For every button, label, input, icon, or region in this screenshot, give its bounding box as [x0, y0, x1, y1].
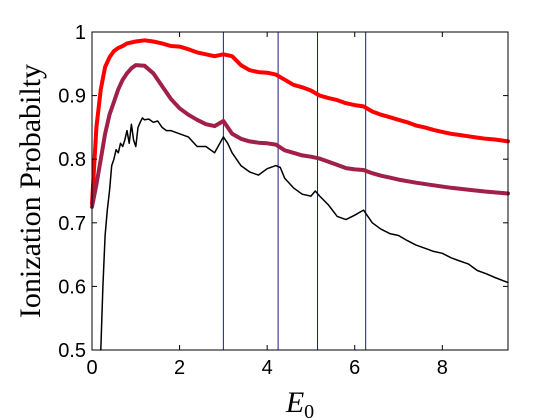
y-tick-label-2: 0.7 [58, 213, 86, 235]
x-axis-label: E [285, 386, 304, 419]
x-ticks: 0 2 4 6 8 [86, 32, 448, 379]
series-group [90, 38, 510, 351]
x-tick-label-1: 2 [174, 357, 185, 379]
series-line-0 [90, 38, 510, 206]
y-tick-label-3: 0.8 [58, 149, 86, 171]
x-tick-label-4: 8 [437, 357, 448, 379]
y-tick-label-0: 0.5 [58, 340, 86, 362]
y-tick-label-1: 0.6 [58, 276, 86, 298]
y-tick-label-4: 0.9 [58, 86, 86, 108]
series-line-2 [100, 117, 509, 351]
plot-area [92, 32, 508, 350]
series-line-1 [90, 63, 510, 209]
vertical-lines [222, 32, 367, 350]
x-tick-label-0: 0 [86, 357, 97, 379]
y-tick-label-5: 1 [75, 22, 86, 44]
y-ticks: 0.5 0.6 0.7 0.8 0.9 1 [58, 22, 508, 362]
x-tick-label-2: 4 [262, 357, 273, 379]
x-axis-subscript: 0 [304, 401, 314, 420]
plot-frame [91, 31, 509, 351]
y-axis-title: Ionization Probabilty [14, 64, 47, 318]
x-axis-title: E0 [285, 386, 314, 420]
x-tick-label-3: 6 [349, 357, 360, 379]
